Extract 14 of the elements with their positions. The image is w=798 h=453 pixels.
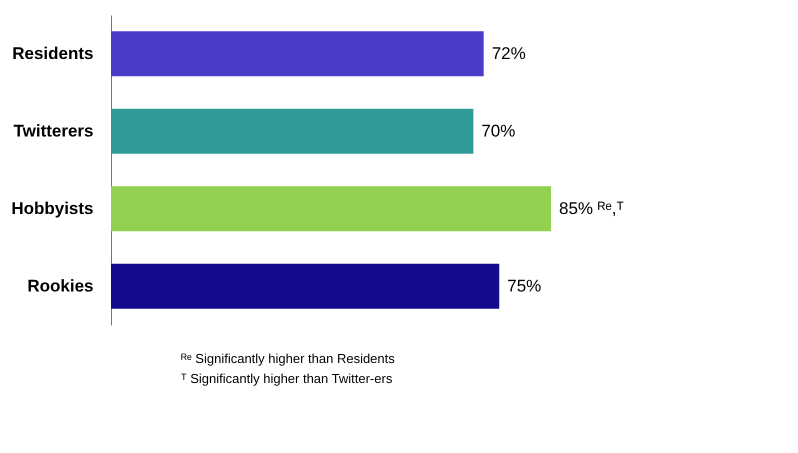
y-tick-label: Twitterers [14,121,94,140]
bar [111,31,484,76]
bar [111,186,551,232]
data-label: 75% [507,276,542,296]
y-tick-label: Rookies [27,276,94,296]
y-tick-label: Residents [12,44,94,63]
bar [111,264,500,309]
bar [111,108,474,154]
data-label: 85% ᴿᵉ,ᵀ [559,198,624,218]
data-label: 70% [481,121,516,140]
y-tick-label: Hobbyists [11,198,94,218]
text: ᵀ Significantly higher than Twitter-ers [181,371,393,386]
data-label: 72% [492,44,526,63]
text: ᴿᵉ Significantly higher than Residents [181,351,396,366]
